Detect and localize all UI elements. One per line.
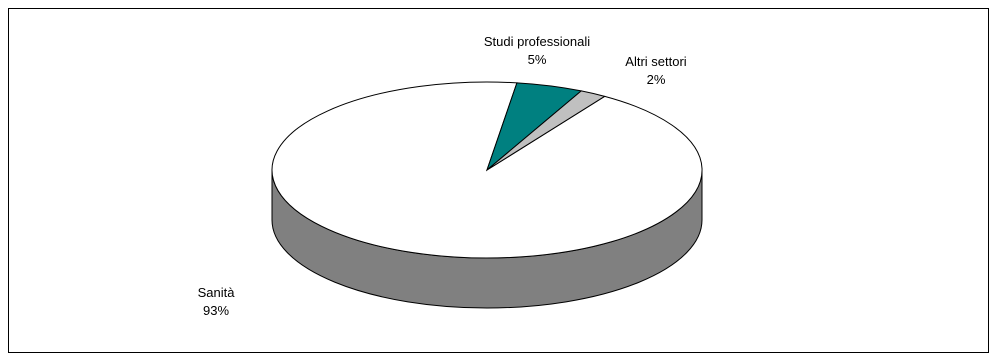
- label-sanita-value: 93%: [203, 303, 229, 318]
- pie-group: [271, 81, 703, 309]
- label-studi-professionali-value: 5%: [528, 52, 547, 67]
- label-altri-settori-value: 2%: [647, 72, 666, 87]
- slice-altri-settori: [486, 90, 606, 171]
- slice-labels: Studi professionali 5% Altri settori 2% …: [198, 34, 687, 318]
- label-sanita-name: Sanità: [198, 285, 236, 300]
- label-studi-professionali-name: Studi professionali: [484, 34, 590, 49]
- label-altri-settori-name: Altri settori: [625, 54, 687, 69]
